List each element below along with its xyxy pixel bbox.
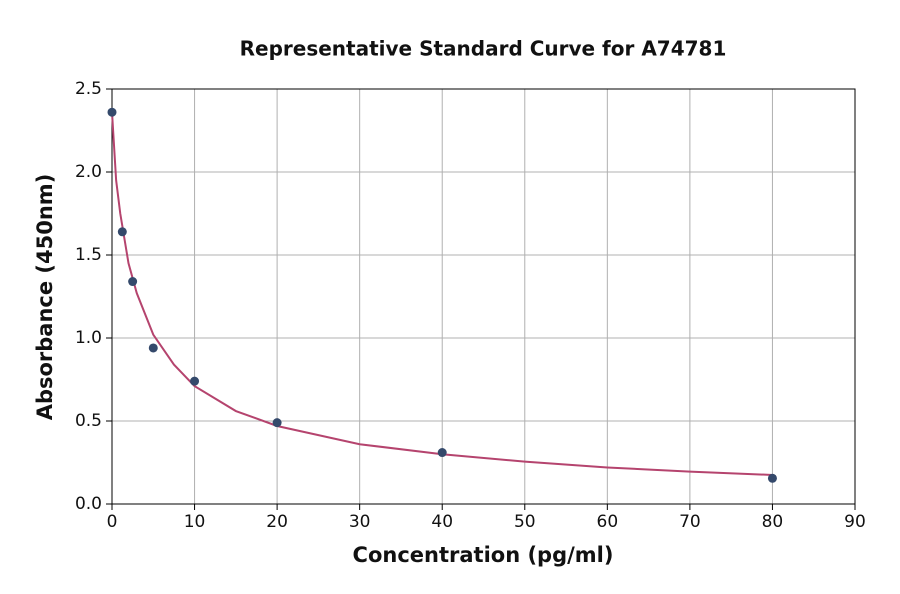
data-point [117, 227, 127, 237]
x-tick-label: 90 [844, 512, 866, 532]
x-tick-label: 0 [107, 512, 118, 532]
chart-title: Representative Standard Curve for A74781 [240, 37, 727, 61]
data-point [767, 473, 777, 483]
plot-frame [111, 88, 856, 505]
data-point [107, 107, 117, 117]
y-axis-label: Absorbance (450nm) [33, 174, 57, 421]
fit-curve [111, 112, 773, 476]
y-tick-label: 2.5 [75, 79, 102, 99]
x-axis-label: Concentration (pg/ml) [353, 543, 614, 567]
y-tick-label: 0.0 [75, 494, 102, 514]
x-tick-label: 70 [679, 512, 701, 532]
x-tick-label: 60 [597, 512, 619, 532]
x-tick-label: 50 [514, 512, 536, 532]
y-tick-label: 2.0 [75, 162, 102, 182]
x-tick-label: 30 [349, 512, 371, 532]
x-tick-label: 20 [266, 512, 288, 532]
y-tick-label: 1.0 [75, 328, 102, 348]
data-point [128, 277, 138, 287]
data-point [437, 448, 447, 458]
x-tick-label: 40 [431, 512, 453, 532]
y-tick-label: 1.5 [75, 245, 102, 265]
x-tick-label: 10 [184, 512, 206, 532]
y-tick-label: 0.5 [75, 411, 102, 431]
data-point [148, 343, 158, 353]
data-point [272, 418, 282, 428]
data-point [190, 376, 200, 386]
x-tick-label: 80 [762, 512, 784, 532]
